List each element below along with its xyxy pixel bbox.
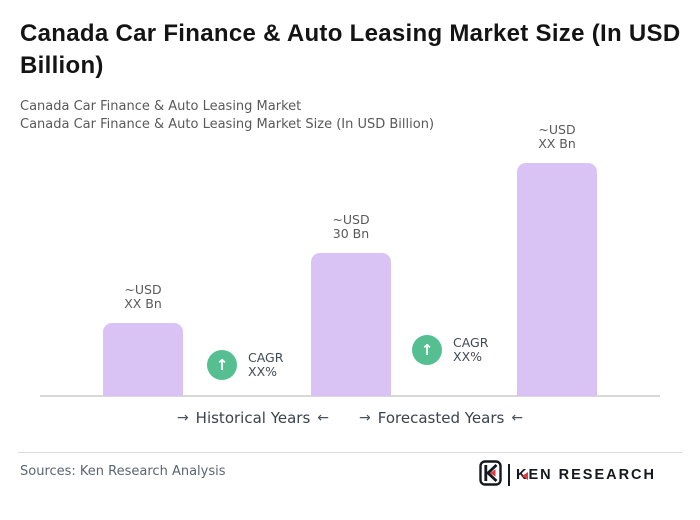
logo-rest: EN RESEARCH	[528, 467, 656, 483]
page-title: Canada Car Finance & Auto Leasing Market…	[20, 20, 681, 79]
arrow-up-icon: ↑	[412, 335, 442, 365]
ken-research-badge-icon	[479, 460, 502, 490]
logo-wordmark: KEN RESEARCH	[516, 467, 656, 483]
bar-value-label: ~USD 30 Bn	[332, 212, 370, 241]
historical-years-label: → Historical Years ←	[177, 409, 329, 427]
left-arrow-icon: ←	[511, 410, 524, 426]
ken-research-logo: KEN RESEARCH	[479, 460, 656, 490]
market-size-bar	[103, 323, 183, 396]
cagr-badge-forecast: ↑ CAGR XX%	[412, 335, 488, 365]
sources-note: Sources: Ken Research Analysis	[20, 464, 226, 479]
cagr-label: CAGR XX%	[453, 335, 488, 364]
right-arrow-icon: →	[176, 410, 189, 426]
subtitle-line-2: Canada Car Finance & Auto Leasing Market…	[20, 117, 435, 132]
right-arrow-icon: →	[359, 410, 371, 426]
bar-value-label: ~USD XX Bn	[538, 122, 576, 151]
period-label-text: Historical Years	[195, 409, 311, 427]
market-size-bar	[311, 253, 391, 396]
period-legend: → Historical Years ← → Forecasted Years …	[0, 409, 700, 427]
left-arrow-icon: ←	[317, 410, 330, 426]
arrow-up-icon: ↑	[207, 350, 237, 380]
bar-chart: ~USD XX Bn ~USD 30 Bn ~USD XX Bn	[40, 122, 660, 397]
cagr-badge-historical: ↑ CAGR XX%	[207, 350, 283, 380]
chart-subtitle: Canada Car Finance & Auto Leasing Market…	[20, 98, 434, 134]
subtitle-line-1: Canada Car Finance & Auto Leasing Market	[20, 99, 302, 114]
cagr-title: CAGR	[453, 335, 489, 350]
market-size-bar	[517, 163, 597, 396]
x-axis-line	[40, 395, 660, 397]
cagr-value: XX%	[453, 349, 483, 364]
logo-k-letter: K	[515, 467, 529, 483]
logo-divider	[507, 464, 510, 486]
footer-divider	[18, 452, 682, 453]
cagr-label: CAGR XX%	[248, 350, 283, 379]
period-label-text: Forecasted Years	[377, 409, 505, 427]
cagr-value: XX%	[248, 364, 278, 379]
forecasted-years-label: → Forecasted Years ←	[359, 409, 523, 427]
cagr-title: CAGR	[248, 350, 284, 365]
bar-value-label: ~USD XX Bn	[124, 282, 162, 311]
